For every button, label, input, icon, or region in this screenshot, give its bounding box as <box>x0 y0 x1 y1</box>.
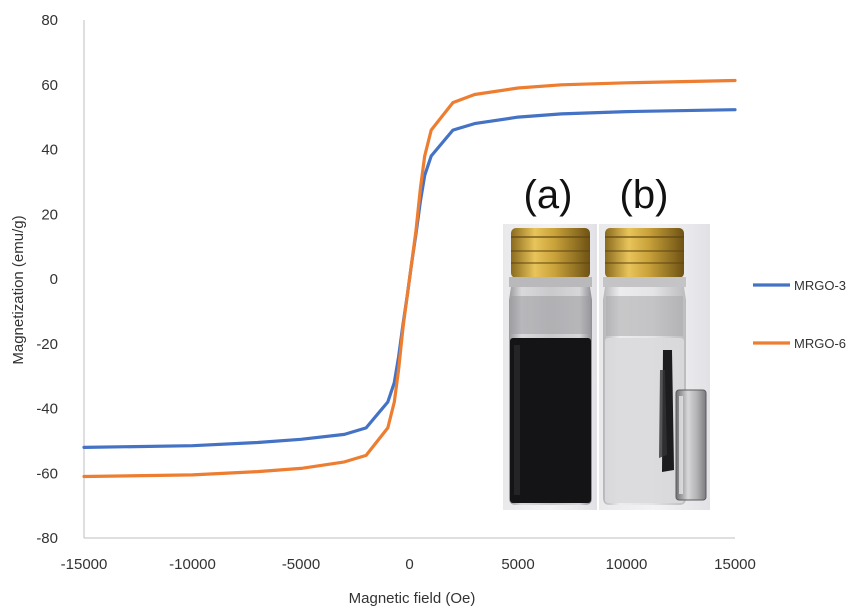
photo-b-label: (b) <box>620 173 669 217</box>
y-tick-label: 40 <box>41 142 58 159</box>
photo-a-label: (a) <box>524 173 573 217</box>
vial-b <box>603 228 707 505</box>
x-tick-label: 5000 <box>501 556 534 573</box>
series-line-mrgo-6 <box>82 78 737 479</box>
y-tick-label: 60 <box>41 77 58 94</box>
x-axis-title: Magnetic field (Oe) <box>349 590 476 607</box>
y-tick-label: -60 <box>36 465 58 482</box>
legend-label: MRGO-3 <box>794 278 846 293</box>
x-tick-labels: -15000 -10000 -5000 0 5000 10000 15000 <box>61 556 756 573</box>
y-tick-label: -20 <box>36 336 58 353</box>
series-lines <box>82 78 737 479</box>
x-tick-label: 10000 <box>606 556 648 573</box>
x-tick-label: -5000 <box>282 556 320 573</box>
axes <box>83 20 735 539</box>
y-tick-label: 80 <box>41 12 58 29</box>
x-tick-label: 0 <box>405 556 413 573</box>
y-tick-label: -40 <box>36 401 58 418</box>
vial-photo-inset: (a) (b) <box>503 173 710 510</box>
x-tick-label: -10000 <box>169 556 216 573</box>
x-tick-label: -15000 <box>61 556 108 573</box>
y-tick-label: 20 <box>41 206 58 223</box>
legend-label: MRGO-6 <box>794 336 846 351</box>
y-tick-labels: 80 60 40 20 0 -20 -40 -60 -80 <box>36 12 58 547</box>
x-tick-label: 15000 <box>714 556 756 573</box>
y-axis-title: Magnetization (emu/g) <box>10 215 27 364</box>
y-tick-label: 0 <box>50 271 58 288</box>
legend: MRGO-3 MRGO-6 <box>753 278 846 351</box>
vial-a <box>509 228 592 505</box>
y-tick-label: -80 <box>36 530 58 547</box>
